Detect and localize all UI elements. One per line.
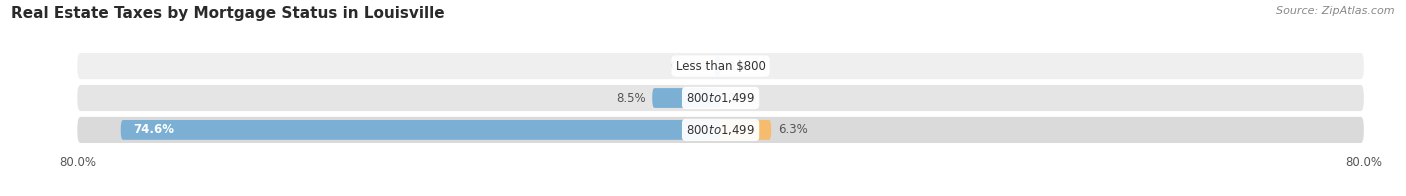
Text: 0.0%: 0.0% (727, 92, 756, 104)
Text: Source: ZipAtlas.com: Source: ZipAtlas.com (1277, 6, 1395, 16)
Text: Real Estate Taxes by Mortgage Status in Louisville: Real Estate Taxes by Mortgage Status in … (11, 6, 444, 21)
Text: 74.6%: 74.6% (132, 123, 174, 136)
Text: 8.5%: 8.5% (616, 92, 645, 104)
Legend: Without Mortgage, With Mortgage: Without Mortgage, With Mortgage (593, 193, 848, 196)
Text: 6.3%: 6.3% (778, 123, 807, 136)
FancyBboxPatch shape (714, 56, 721, 76)
Text: Less than $800: Less than $800 (676, 60, 765, 73)
FancyBboxPatch shape (652, 88, 721, 108)
FancyBboxPatch shape (77, 53, 1364, 79)
FancyBboxPatch shape (121, 120, 721, 140)
Text: 0.77%: 0.77% (671, 60, 709, 73)
Text: $800 to $1,499: $800 to $1,499 (686, 91, 755, 105)
Text: 0.0%: 0.0% (727, 60, 756, 73)
Text: $800 to $1,499: $800 to $1,499 (686, 123, 755, 137)
FancyBboxPatch shape (77, 117, 1364, 143)
FancyBboxPatch shape (721, 120, 772, 140)
FancyBboxPatch shape (77, 85, 1364, 111)
